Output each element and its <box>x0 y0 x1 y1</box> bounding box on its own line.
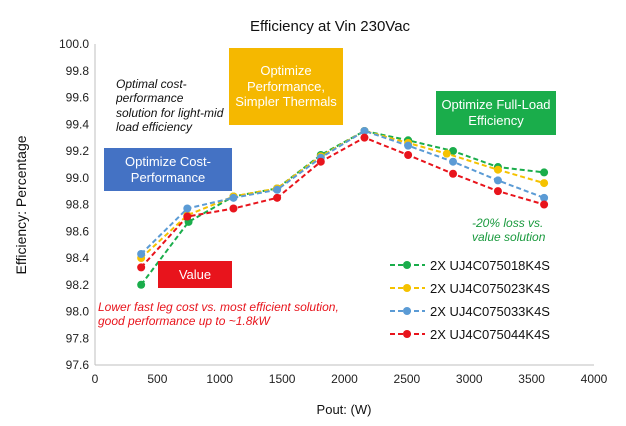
x-tick-label: 2000 <box>331 372 358 386</box>
legend: 2X UJ4C075018K4S 2X UJ4C075023K4S 2X UJ4C0… <box>390 258 550 342</box>
data-point <box>137 249 146 258</box>
y-tick-label: 99.8 <box>66 64 90 78</box>
data-point <box>404 151 413 160</box>
legend-label: 2X UJ4C075033K4S <box>430 304 550 319</box>
legend-label: 2X UJ4C075044K4S <box>430 327 550 342</box>
series-line <box>140 136 545 269</box>
x-tick-label: 3500 <box>518 372 545 386</box>
y-tick-label: 98.2 <box>66 278 90 292</box>
data-point <box>540 168 549 177</box>
y-tick-label: 99.6 <box>66 91 90 105</box>
y-tick-label: 99.4 <box>66 117 90 131</box>
optimal-note: Optimal cost-performance solution for li… <box>116 77 224 135</box>
x-tick-label: 1500 <box>269 372 296 386</box>
y-tick-label: 99.0 <box>66 171 90 185</box>
y-tick-label: 97.8 <box>66 331 90 345</box>
data-point <box>493 176 502 185</box>
x-tick-label: 500 <box>147 372 167 386</box>
y-tick-label: 99.2 <box>66 144 90 158</box>
data-point <box>360 126 369 135</box>
y-tick-label: 97.6 <box>66 358 90 372</box>
data-point <box>540 179 549 188</box>
y-tick-label: 98.8 <box>66 198 90 212</box>
data-point <box>229 193 238 202</box>
value-box: Value <box>158 261 232 288</box>
data-point <box>229 204 238 213</box>
legend-marker <box>403 284 411 292</box>
data-point <box>273 185 282 194</box>
data-point <box>404 141 413 150</box>
series-line <box>140 129 545 255</box>
legend-label: 2X UJ4C075023K4S <box>430 281 550 296</box>
optimize-cost-box: Optimize Cost-Performance <box>104 148 232 191</box>
x-tick-label: 4000 <box>581 372 608 386</box>
x-axis-label: Pout: (W) <box>317 402 372 417</box>
data-point <box>137 263 146 272</box>
data-point <box>360 133 369 142</box>
data-point <box>493 187 502 196</box>
legend-marker <box>403 330 411 338</box>
data-point <box>316 157 325 166</box>
y-tick-label: 100.0 <box>59 37 89 51</box>
y-tick-label: 98.0 <box>66 305 90 319</box>
y-tick-label: 98.6 <box>66 224 90 238</box>
data-point <box>442 149 451 158</box>
chart-title: Efficiency at Vin 230Vac <box>250 18 411 35</box>
x-tick-label: 0 <box>92 372 99 386</box>
data-point <box>449 147 458 155</box>
plot-area <box>137 126 549 289</box>
data-point <box>540 193 549 202</box>
legend-label: 2X UJ4C075018K4S <box>430 258 550 273</box>
optimize-performance-box: Optimize Performance, Simpler Thermals <box>229 48 343 125</box>
y-axis-label: Efficiency: Percentage <box>13 135 29 274</box>
x-tick-label: 3000 <box>456 372 483 386</box>
x-tick-label: 1000 <box>206 372 233 386</box>
y-tick-label: 98.4 <box>66 251 90 265</box>
data-point <box>493 165 502 174</box>
series-line <box>140 129 545 286</box>
data-point <box>183 212 192 221</box>
data-point <box>449 169 458 178</box>
data-point <box>183 204 192 213</box>
x-tick-label: 2500 <box>394 372 421 386</box>
loss-note: -20% loss vs. value solution <box>472 216 546 245</box>
data-point <box>137 280 146 289</box>
legend-marker <box>403 261 411 269</box>
optimize-full-load-box: Optimize Full-Load Efficiency <box>436 91 556 135</box>
axes: 97.6 97.8 98.0 98.2 98.4 98.6 98.8 99.0 99.2 99.4… <box>59 37 608 386</box>
data-point <box>449 157 458 166</box>
data-point <box>273 193 282 202</box>
data-point <box>540 200 549 209</box>
legend-marker <box>403 307 411 315</box>
lower-note: Lower fast leg cost vs. most efficient s… <box>98 300 339 329</box>
